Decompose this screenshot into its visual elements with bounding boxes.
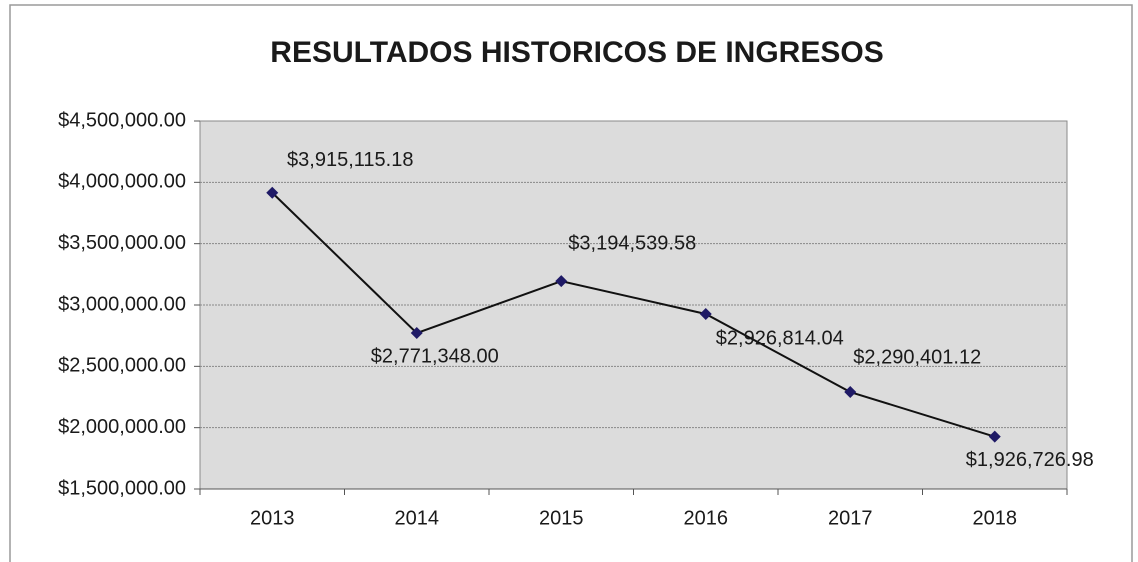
x-tick-label: 2018 <box>973 507 1018 529</box>
chart-border <box>9 4 1133 562</box>
y-tick-label: $4,000,000.00 <box>58 171 186 193</box>
y-tick-label: $2,000,000.00 <box>58 416 186 438</box>
x-tick-label: 2017 <box>828 507 873 529</box>
marker <box>844 386 857 399</box>
x-tick-label: 2015 <box>539 507 584 529</box>
y-tick-label: $2,500,000.00 <box>58 355 186 377</box>
line <box>271 192 996 438</box>
chart-title: RESULTADOS HISTORICOS DE INGRESOS <box>270 36 883 69</box>
marker <box>699 307 712 320</box>
y-tick-label: $1,500,000.00 <box>58 477 186 499</box>
x-tick-label: 2013 <box>250 507 295 529</box>
y-tick-label: $3,500,000.00 <box>58 232 186 254</box>
marker <box>266 186 279 199</box>
marker <box>410 327 423 340</box>
data-label: $2,290,401.12 <box>853 346 981 368</box>
x-tick-label: 2016 <box>684 507 729 529</box>
data-label: $1,926,726.98 <box>966 449 1094 471</box>
marker <box>988 430 1001 443</box>
data-label: $3,194,539.58 <box>568 232 696 254</box>
y-tick-label: $3,000,000.00 <box>58 293 186 315</box>
data-label: $2,771,348.00 <box>371 345 499 367</box>
data-label: $3,915,115.18 <box>287 149 413 171</box>
x-tick-label: 2014 <box>395 507 440 529</box>
data-label: $2,926,814.04 <box>716 327 844 349</box>
marker <box>555 275 568 288</box>
y-tick-label: $4,500,000.00 <box>58 109 186 131</box>
